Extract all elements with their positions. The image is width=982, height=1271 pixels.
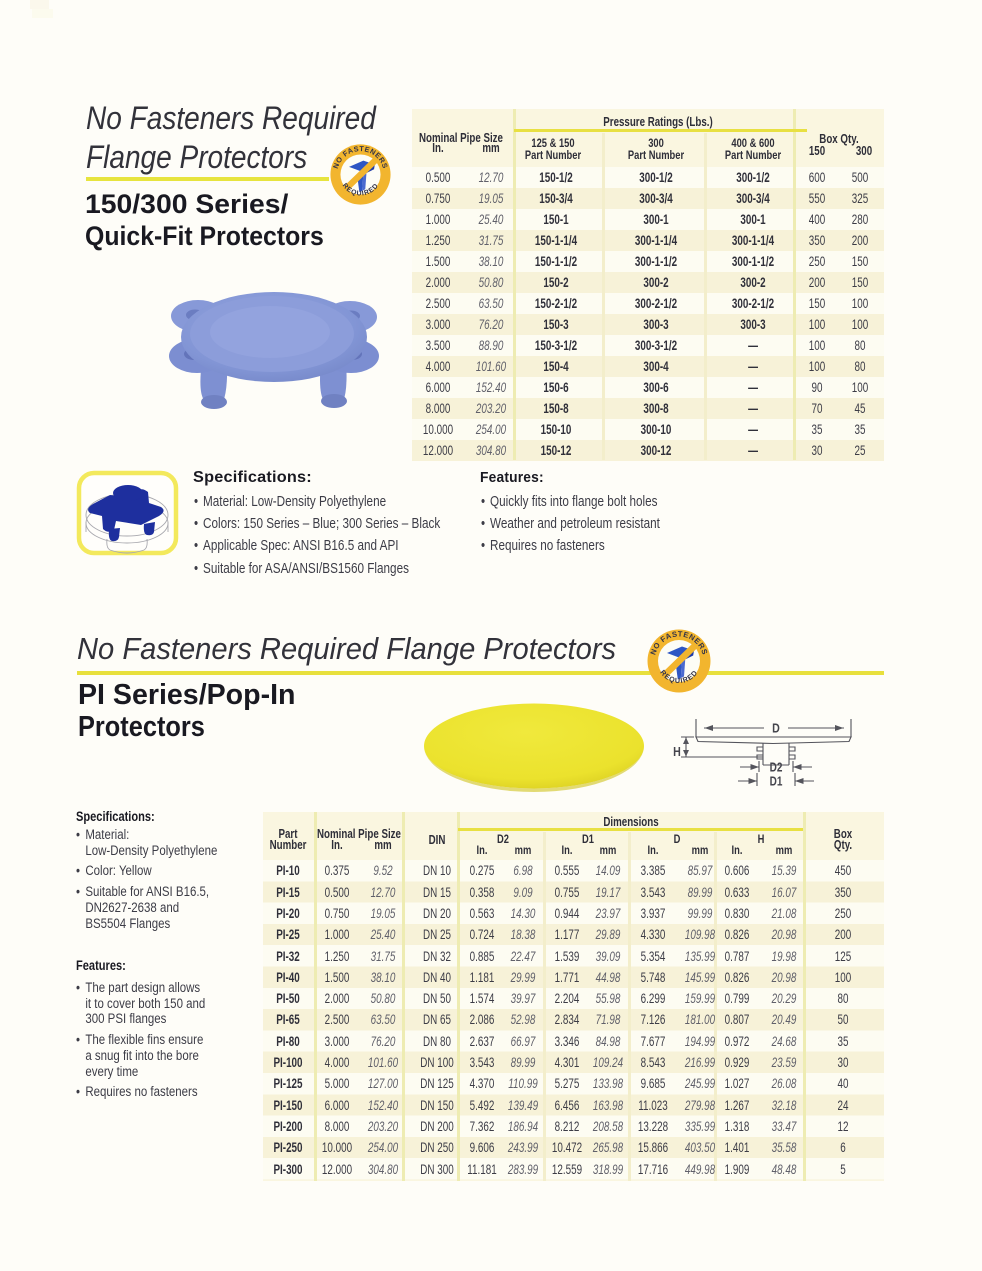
svg-text:D2: D2 bbox=[770, 762, 783, 775]
svg-text:H: H bbox=[673, 744, 681, 759]
svg-text:D1: D1 bbox=[770, 776, 783, 789]
svg-text:D: D bbox=[772, 720, 780, 735]
